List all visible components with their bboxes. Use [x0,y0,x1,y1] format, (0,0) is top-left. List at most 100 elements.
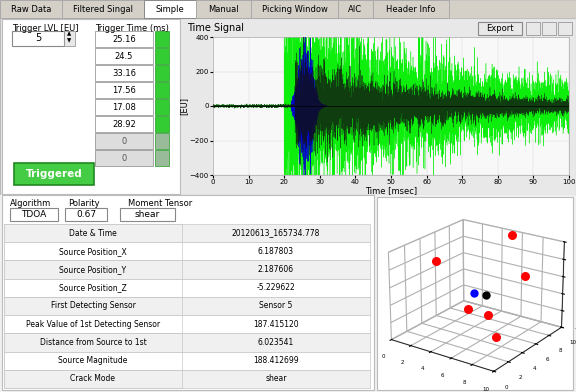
Text: Date & Time: Date & Time [69,229,117,238]
Bar [558,22,572,35]
Text: Polarity: Polarity [68,198,100,207]
Text: 6.187803: 6.187803 [258,247,294,256]
Bar [4,260,182,279]
Text: 24.5: 24.5 [115,51,133,60]
Text: ▲: ▲ [67,31,71,36]
Bar [95,48,153,64]
Bar [155,150,169,166]
Text: Algorithm: Algorithm [10,198,51,207]
Bar [95,65,153,81]
Text: Raw Data: Raw Data [11,4,51,13]
Bar [64,31,75,46]
Bar [4,333,182,352]
Bar [478,22,522,35]
Bar [95,150,153,166]
Text: TDOA: TDOA [21,209,47,218]
Bar [4,224,182,242]
Bar [4,260,370,279]
Text: Triggered: Triggered [25,169,82,179]
Bar [95,82,153,98]
Bar [251,0,338,18]
Bar [155,48,169,64]
Bar [4,315,370,333]
Y-axis label: [EU]: [EU] [179,97,188,115]
Text: shear: shear [266,374,287,383]
Text: Export: Export [486,24,514,33]
Bar [120,208,175,221]
Text: AIC: AIC [348,4,362,13]
Text: Trigger Time (ms): Trigger Time (ms) [95,24,169,33]
Bar [338,0,373,18]
Bar [0,0,62,18]
Bar [155,116,169,132]
Bar [4,315,182,333]
Bar [373,0,449,18]
Bar [14,163,94,185]
Bar [0,0,576,18]
Bar [4,297,370,315]
Bar [62,0,144,18]
Text: Simple: Simple [156,4,184,13]
Text: Filtered Singal: Filtered Singal [73,4,133,13]
Bar [2,19,180,194]
Text: 33.16: 33.16 [112,69,136,78]
Text: 20120613_165734.778: 20120613_165734.778 [232,229,320,238]
Text: 187.415120: 187.415120 [253,320,299,329]
Bar [65,208,107,221]
Text: Peak Value of 1st Detecting Sensor: Peak Value of 1st Detecting Sensor [26,320,160,329]
Text: 188.412699: 188.412699 [253,356,299,365]
Text: Header Info: Header Info [386,4,436,13]
Text: Distance from Source to 1st: Distance from Source to 1st [40,338,146,347]
Bar [377,197,573,390]
Text: Crack Mode: Crack Mode [70,374,116,383]
Bar [4,352,370,370]
Text: Sensor 5: Sensor 5 [259,301,293,310]
Bar [4,242,370,260]
X-axis label: Time [msec]: Time [msec] [365,187,417,196]
Bar [95,31,153,47]
Bar [0,195,576,392]
Bar [196,0,251,18]
Text: Trigger LVL [EU]: Trigger LVL [EU] [12,24,78,33]
Bar [4,333,370,352]
Text: Source Position_Y: Source Position_Y [59,265,127,274]
Text: Source Magnitude: Source Magnitude [58,356,128,365]
Text: Manual: Manual [208,4,239,13]
Bar [4,370,370,388]
Text: ▼: ▼ [67,38,71,44]
Bar [12,31,64,46]
Text: Moment Tensor: Moment Tensor [128,198,192,207]
Text: shear: shear [134,209,160,218]
Text: -5.229622: -5.229622 [257,283,295,292]
Text: 5: 5 [35,33,41,43]
Bar [526,22,540,35]
Text: 2.187606: 2.187606 [258,265,294,274]
Text: 0: 0 [122,136,127,145]
Text: 28.92: 28.92 [112,120,136,129]
Bar [4,224,370,242]
Bar [4,279,370,297]
Bar [155,99,169,115]
Text: 25.16: 25.16 [112,34,136,44]
Bar [10,208,58,221]
Bar [155,82,169,98]
Text: First Detecting Sensor: First Detecting Sensor [51,301,135,310]
Bar [4,370,182,388]
Text: Source Position_X: Source Position_X [59,247,127,256]
Text: 0.67: 0.67 [76,209,96,218]
Text: 6.023541: 6.023541 [258,338,294,347]
Bar [4,242,182,260]
Bar [155,31,169,47]
Text: 0: 0 [122,154,127,163]
Bar [2,195,374,390]
Bar [542,22,556,35]
Bar [4,297,182,315]
Text: 17.56: 17.56 [112,85,136,94]
Text: Source Position_Z: Source Position_Z [59,283,127,292]
Bar [4,279,182,297]
Text: Picking Window: Picking Window [262,4,327,13]
Bar [95,133,153,149]
Bar [4,352,182,370]
Bar [144,0,196,18]
Text: Time Signal: Time Signal [187,23,244,33]
